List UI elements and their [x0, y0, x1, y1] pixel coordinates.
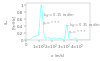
- X-axis label: x (m/s): x (m/s): [51, 54, 64, 58]
- Y-axis label: $S_{xx}$
[Pa²/Hz]: $S_{xx}$ [Pa²/Hz]: [4, 15, 16, 29]
- Text: $k_{yy}$= 0.35 rad/m
y₀= * * *: $k_{yy}$= 0.35 rad/m y₀= * * *: [67, 21, 100, 34]
- Text: $k_{yy}$= 0.15 rad/m
y₀= * * *: $k_{yy}$= 0.15 rad/m y₀= * * *: [43, 7, 75, 25]
